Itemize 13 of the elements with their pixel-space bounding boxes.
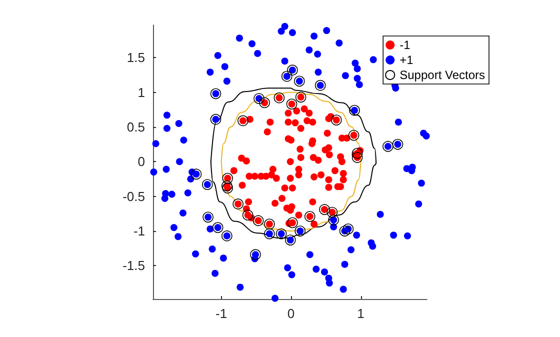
legend-label: Support Vectors bbox=[400, 68, 486, 82]
y-tick-label: 0.5 bbox=[126, 119, 145, 134]
x-tick-label: 0 bbox=[287, 306, 295, 321]
legend-label: -1 bbox=[400, 38, 411, 52]
x-tick-label: -1 bbox=[216, 306, 228, 321]
y-tick-label: -1 bbox=[133, 224, 145, 239]
legend-label: +1 bbox=[400, 53, 414, 67]
x-tick-label: 1 bbox=[357, 306, 364, 321]
y-tick-label: 0 bbox=[138, 154, 145, 170]
y-tick-label: 1 bbox=[138, 84, 145, 100]
y-tick-label: -1.5 bbox=[122, 258, 145, 274]
y-tick-label: -0.5 bbox=[122, 188, 145, 204]
y-tick-label: 1.5 bbox=[126, 50, 145, 66]
